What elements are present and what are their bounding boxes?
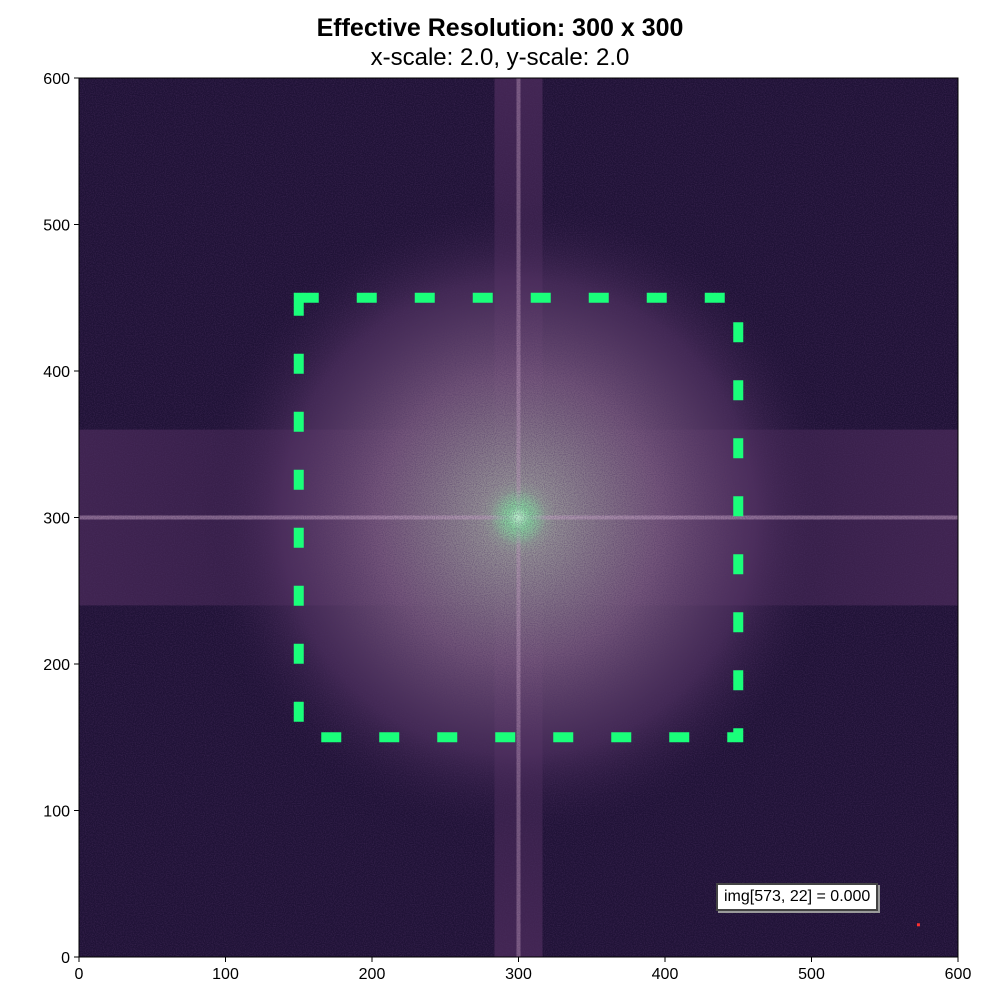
chart-subtitle: x-scale: 2.0, y-scale: 2.0 bbox=[370, 44, 630, 71]
axis-ticks: 0 100 200 300 400 500 600 0 100 200 300 400 500 600 bbox=[43, 71, 971, 983]
y-tick-label: 200 bbox=[43, 657, 70, 674]
x-tick-label: 500 bbox=[798, 966, 825, 983]
y-tick-label: 0 bbox=[61, 950, 70, 967]
noise-texture bbox=[79, 78, 958, 957]
x-tick-label: 200 bbox=[359, 966, 386, 983]
cursor-marker bbox=[916, 923, 920, 927]
y-tick-label: 300 bbox=[43, 511, 70, 528]
pixel-readout: img[573, 22] = 0.000 bbox=[716, 883, 879, 911]
x-tick-label: 100 bbox=[212, 966, 239, 983]
chart-title: Effective Resolution: 300 x 300 bbox=[316, 14, 684, 42]
y-tick-label: 600 bbox=[43, 71, 70, 88]
x-tick-label: 0 bbox=[75, 966, 84, 983]
heatmap-image bbox=[79, 78, 958, 957]
y-tick-label: 100 bbox=[43, 804, 70, 821]
x-tick-label: 400 bbox=[652, 966, 679, 983]
x-tick-label: 300 bbox=[505, 966, 532, 983]
y-tick-label: 400 bbox=[43, 364, 70, 381]
y-tick-label: 500 bbox=[43, 218, 70, 235]
x-tick-label: 600 bbox=[945, 966, 972, 983]
